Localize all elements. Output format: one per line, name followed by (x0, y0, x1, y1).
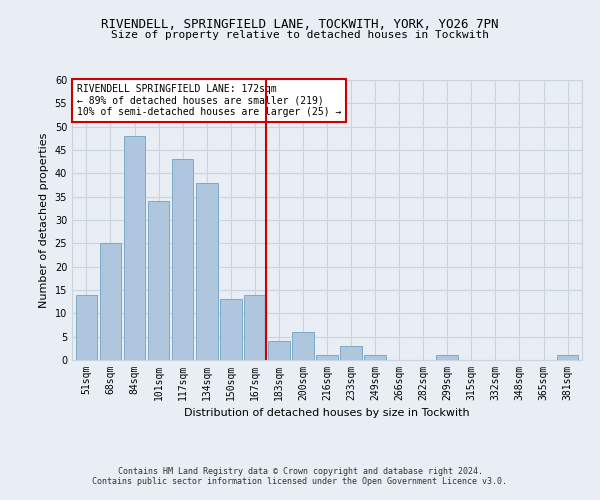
Bar (316, 356, 338, 360)
Bar (268, 342, 290, 360)
Bar (76, 294, 97, 360)
Bar (340, 346, 362, 360)
Bar (196, 182, 218, 360)
Text: Size of property relative to detached houses in Tockwith: Size of property relative to detached ho… (111, 30, 489, 40)
Bar (364, 356, 386, 360)
Bar (172, 160, 193, 360)
Bar (292, 332, 314, 360)
Bar (148, 202, 169, 360)
X-axis label: Distribution of detached houses by size in Tockwith: Distribution of detached houses by size … (184, 408, 470, 418)
Text: RIVENDELL SPRINGFIELD LANE: 172sqm
← 89% of detached houses are smaller (219)
10: RIVENDELL SPRINGFIELD LANE: 172sqm ← 89%… (77, 84, 341, 117)
Y-axis label: Number of detached properties: Number of detached properties (39, 132, 49, 308)
Text: Contains public sector information licensed under the Open Government Licence v3: Contains public sector information licen… (92, 477, 508, 486)
Bar (100, 244, 121, 360)
Bar (557, 356, 578, 360)
Text: RIVENDELL, SPRINGFIELD LANE, TOCKWITH, YORK, YO26 7PN: RIVENDELL, SPRINGFIELD LANE, TOCKWITH, Y… (101, 18, 499, 30)
Bar (436, 356, 458, 360)
Bar (244, 294, 266, 360)
Bar (220, 300, 242, 360)
Text: Contains HM Land Registry data © Crown copyright and database right 2024.: Contains HM Land Registry data © Crown c… (118, 467, 482, 476)
Bar (124, 136, 145, 360)
